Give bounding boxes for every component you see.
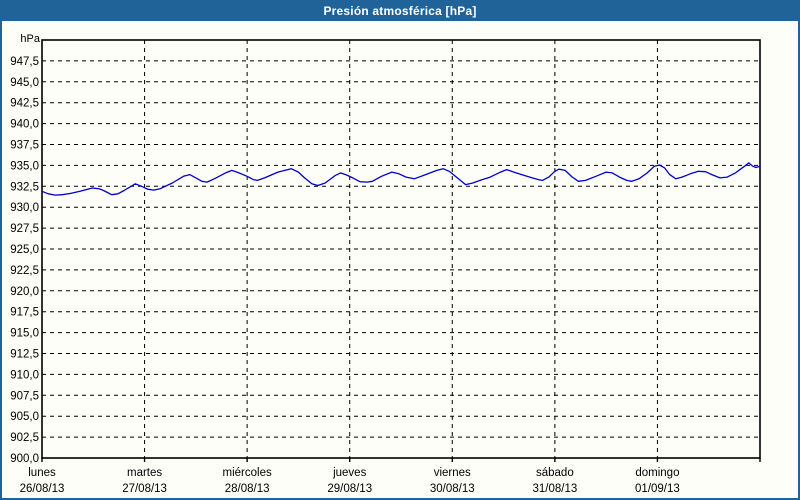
x-day-label: sábado	[536, 467, 574, 479]
x-date-label: 31/08/13	[532, 483, 577, 495]
pressure-series-line	[41, 162, 761, 196]
y-tick-label: 925,0	[10, 244, 39, 256]
chart-title: Presión atmosférica [hPa]	[323, 4, 477, 18]
x-day-label: viernes	[434, 467, 471, 479]
x-date-label: 29/08/13	[327, 483, 372, 495]
y-tick-label: 937,5	[10, 140, 39, 152]
plot-border	[41, 39, 761, 459]
x-date-label: 30/08/13	[430, 483, 475, 495]
x-date-label: 28/08/13	[225, 483, 270, 495]
y-tick-label: 900,0	[10, 453, 39, 465]
y-tick-label: 927,5	[10, 223, 39, 235]
x-day-label: miércoles	[223, 467, 272, 479]
y-tick-label: 902,5	[10, 432, 39, 444]
y-tick-label: 947,5	[10, 56, 39, 68]
y-tick-label: 907,5	[10, 390, 39, 402]
chart-title-bar: Presión atmosférica [hPa]	[2, 2, 798, 21]
y-tick-label: 935,0	[10, 160, 39, 172]
y-tick-label: 930,0	[10, 202, 39, 214]
y-tick-label: 940,0	[10, 119, 39, 131]
x-day-label: lunes	[28, 467, 56, 479]
x-day-label: domingo	[635, 467, 679, 479]
y-tick-label: 910,0	[10, 369, 39, 381]
y-tick-label: 905,0	[10, 411, 39, 423]
x-date-label: 26/08/13	[20, 483, 65, 495]
y-tick-label: 942,5	[10, 98, 39, 110]
y-tick-label: 920,0	[10, 286, 39, 298]
y-tick-label: 915,0	[10, 328, 39, 340]
x-day-label: martes	[127, 467, 162, 479]
y-tick-label: 917,5	[10, 307, 39, 319]
x-day-label: jueves	[332, 467, 366, 479]
y-axis-unit-label: hPa	[20, 33, 40, 45]
x-date-label: 01/09/13	[635, 483, 680, 495]
y-tick-label: 932,5	[10, 181, 39, 193]
y-tick-label: 945,0	[10, 77, 39, 89]
x-date-label: 27/08/13	[122, 483, 167, 495]
y-tick-label: 912,5	[10, 349, 39, 361]
y-tick-label: 922,5	[10, 265, 39, 277]
